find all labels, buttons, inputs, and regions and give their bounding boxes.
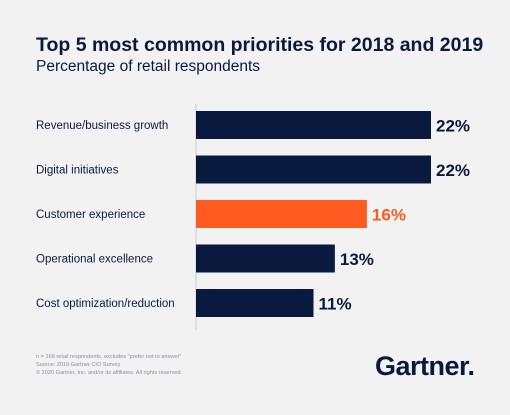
value-label: 11% [319,295,352,314]
category-label: Customer experience [36,209,145,221]
value-label: 22% [436,117,470,136]
bar [196,289,314,317]
bar [196,155,431,184]
bar [196,111,431,139]
footnote-source: Source: 2019 Gartner CIO Survey [36,362,121,368]
category-label: Revenue/business growth [36,120,168,132]
category-label: Operational excellence [36,254,153,266]
logo-dot: . [467,351,476,381]
value-label: 22% [436,161,470,180]
chart-title: Top 5 most common priorities for 2018 an… [36,34,484,56]
footnote: n = 168 retail respondents, excludes "pr… [36,353,182,377]
bar [196,200,367,228]
value-label: 16% [372,206,406,225]
bars-group: Revenue/business growth 22% Digital initia… [36,111,470,317]
category-label: Cost optimization/reduction [36,298,175,310]
footnote-sample: n = 168 retail respondents, excludes "pr… [36,354,182,360]
footnote-copyright: © 2020 Gartner, Inc. and/or its affiliat… [36,370,183,376]
gartner-logo: Gartner. [375,351,475,382]
logo-text: Gartner [375,351,468,381]
value-label: 13% [340,250,374,269]
chart-subtitle: Percentage of retail respondents [36,58,261,75]
category-label: Digital initiatives [36,165,119,177]
bar [196,244,335,273]
